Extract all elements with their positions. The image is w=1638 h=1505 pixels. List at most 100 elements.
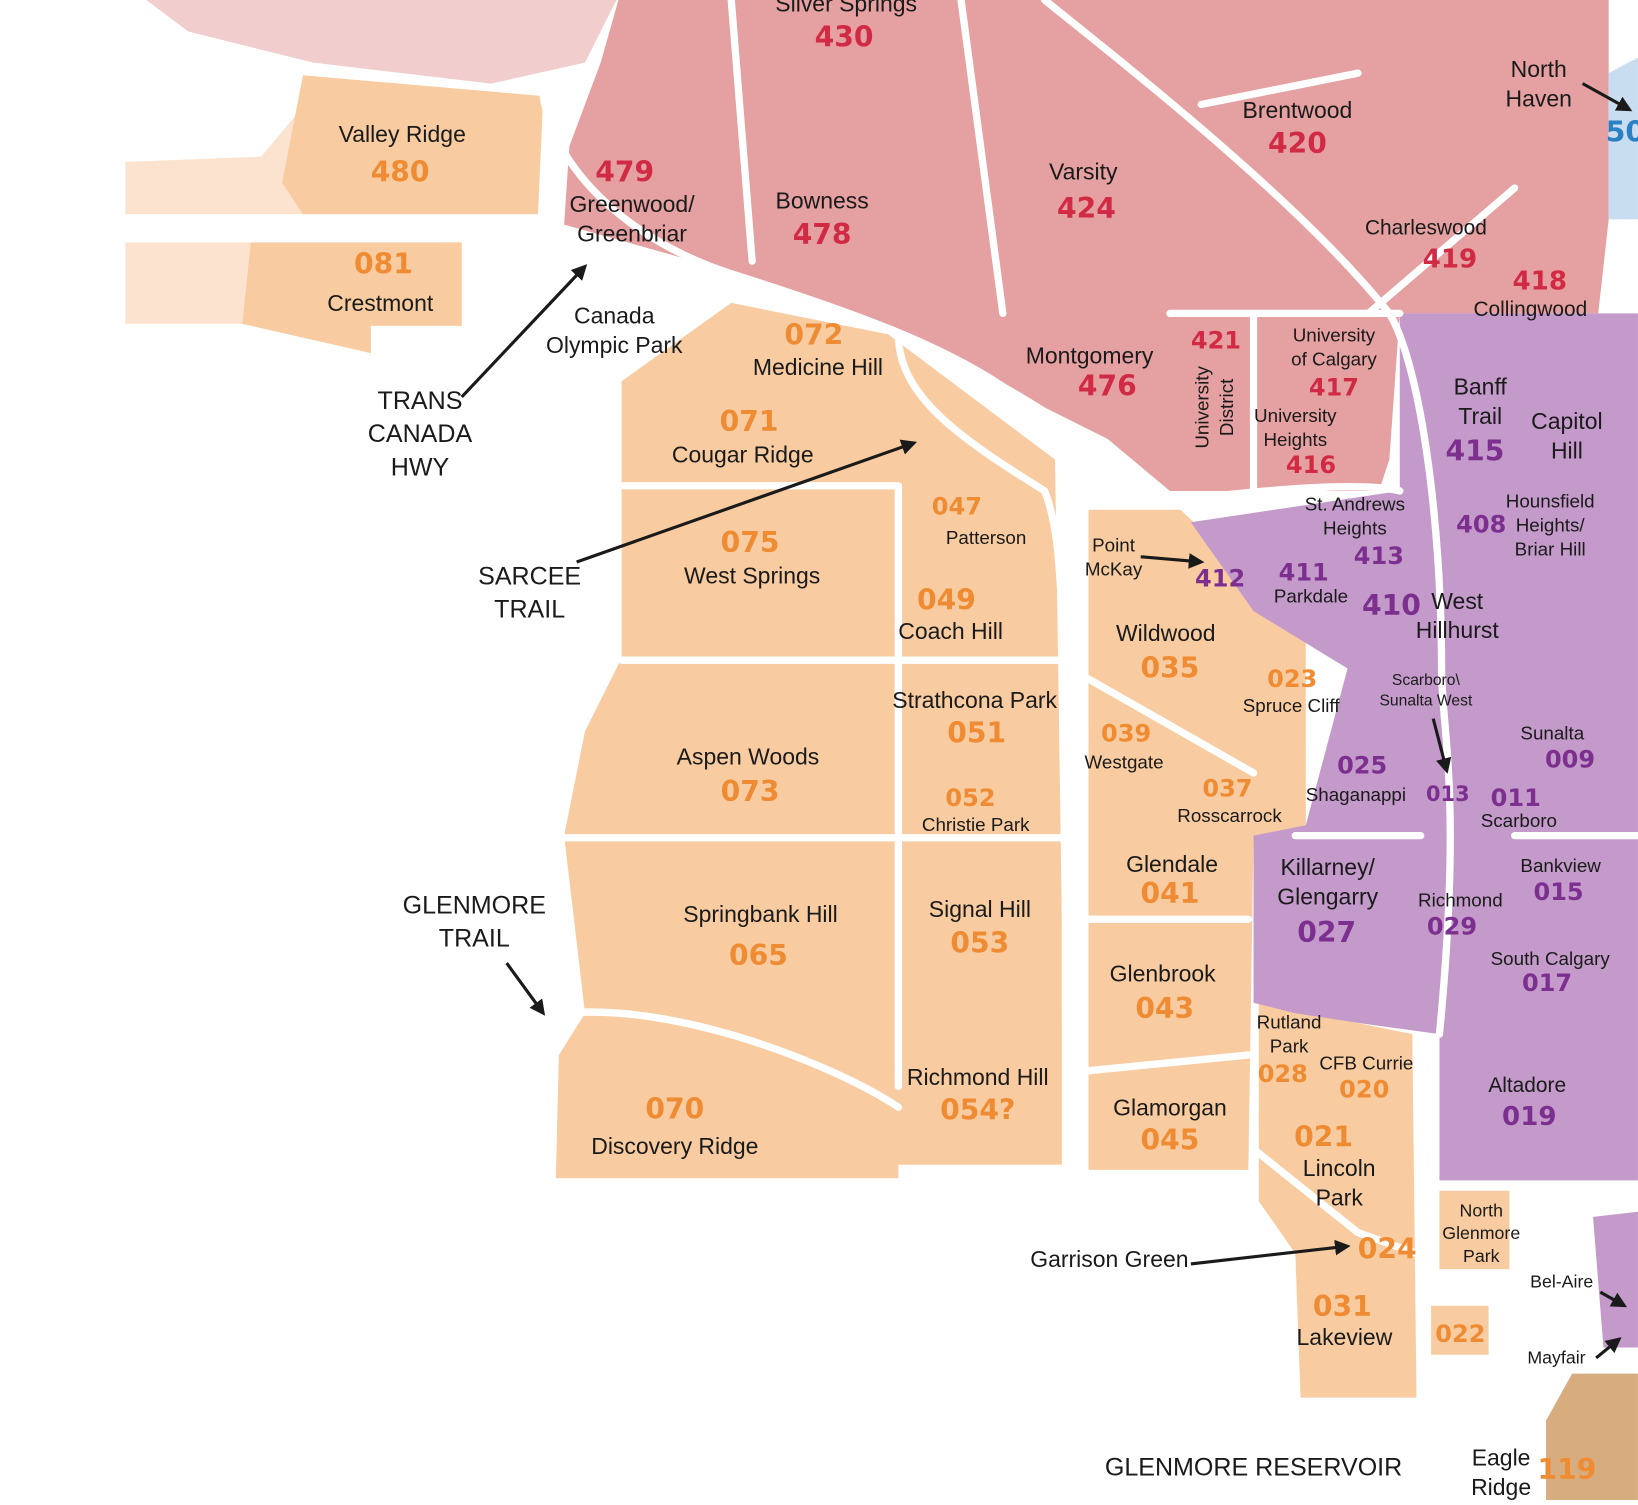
community-name: South Calgary: [1491, 948, 1611, 969]
arrow: [1581, 82, 1633, 112]
arrow: [1140, 553, 1205, 569]
community-code: 415: [1446, 434, 1505, 467]
community-name: Spruce Cliff: [1243, 695, 1341, 716]
community-name: Park: [1270, 1036, 1309, 1057]
community-code: 070: [645, 1092, 704, 1125]
community-code: 416: [1286, 451, 1336, 479]
community-name: Glenbrook: [1110, 961, 1216, 987]
community-code: 029: [1427, 913, 1477, 941]
community-code: 075: [721, 526, 780, 559]
road-label: HWY: [391, 454, 450, 482]
community-name: Collingwood: [1473, 298, 1587, 321]
community-name: Lakeview: [1297, 1324, 1393, 1350]
community-name: Killarney/: [1280, 854, 1375, 880]
community-code: 021: [1294, 1121, 1353, 1154]
community-code: 013: [1426, 782, 1470, 806]
community-code: 119: [1537, 1453, 1596, 1486]
labels: Silver Springs 430 Valley Ridge 480 Greenwoo…: [327, 0, 1638, 1500]
zone-orange: [1431, 1305, 1489, 1355]
zone-orange: [282, 75, 544, 215]
community-name: Crestmont: [327, 290, 434, 316]
community-name: Heights: [1323, 518, 1387, 539]
community-name: Greenwood/: [569, 191, 695, 217]
community-name: West Springs: [684, 563, 820, 589]
borders: [539, 0, 1638, 1258]
community-name: Mayfair: [1527, 1348, 1585, 1368]
zone-light-orange: [125, 242, 251, 324]
community-code: 031: [1313, 1290, 1372, 1323]
community-name: University: [1191, 366, 1212, 449]
community-name: University: [1254, 405, 1337, 426]
community-name: Rutland: [1257, 1012, 1322, 1033]
community-name: Coach Hill: [898, 618, 1003, 644]
community-name: Montgomery: [1026, 342, 1154, 368]
community-name: Scarboro\: [1392, 672, 1461, 689]
community-name: Eagle: [1472, 1444, 1531, 1470]
community-code: 417: [1309, 374, 1359, 402]
community-name: CFB Currie: [1319, 1052, 1413, 1073]
community-name: North: [1460, 1200, 1503, 1220]
arrow: [576, 439, 918, 564]
community-name: Bowness: [776, 188, 869, 214]
community-code: 017: [1522, 969, 1572, 997]
community-name: Richmond Hill: [907, 1064, 1049, 1090]
community-name: Olympic Park: [546, 332, 683, 358]
community-name: Heights/: [1516, 514, 1586, 535]
community-name: Glengarry: [1277, 884, 1378, 910]
community-code: 009: [1545, 745, 1595, 773]
community-code: 053: [950, 926, 1009, 959]
community-name: Wildwood: [1116, 620, 1216, 646]
road-label: TRANS: [378, 387, 463, 415]
community-code: 50: [1606, 116, 1638, 149]
community-code: 023: [1267, 665, 1317, 693]
community-name: Bankview: [1520, 855, 1601, 876]
community-code: 408: [1456, 510, 1506, 538]
community-code: 072: [784, 318, 843, 351]
community-code: 081: [354, 247, 413, 280]
community-code: 411: [1279, 558, 1329, 586]
community-name: Valley Ridge: [339, 121, 466, 147]
community-name: Cougar Ridge: [672, 442, 814, 468]
community-name: Aspen Woods: [677, 743, 820, 769]
community-code: 039: [1101, 719, 1151, 747]
community-code: 020: [1339, 1076, 1389, 1104]
arrow: [1190, 1239, 1351, 1266]
community-code: 025: [1337, 752, 1387, 780]
community-code: 035: [1141, 652, 1200, 685]
community-name: Ridge: [1471, 1474, 1531, 1500]
road-label: TRAIL: [494, 596, 565, 624]
community-name: Haven: [1506, 86, 1572, 112]
community-code: 065: [729, 939, 788, 972]
community-code: 430: [815, 21, 874, 54]
community-code: 418: [1512, 267, 1567, 297]
arrow: [1595, 1337, 1622, 1360]
road: [560, 1008, 903, 1111]
community-name: Glamorgan: [1113, 1094, 1227, 1120]
community-code: 071: [720, 405, 779, 438]
community-code: 054?: [940, 1093, 1015, 1126]
community-name: Rosscarrock: [1177, 805, 1282, 826]
community-code: 421: [1191, 327, 1241, 355]
community-name: Silver Springs: [775, 0, 917, 16]
community-name: Greenbriar: [577, 220, 687, 246]
community-name: Hounsfield: [1506, 490, 1595, 511]
community-code: 022: [1435, 1320, 1485, 1348]
community-name: Medicine Hill: [753, 354, 883, 380]
community-code: 420: [1268, 127, 1327, 160]
community-name: Westgate: [1084, 752, 1163, 773]
community-code: 015: [1533, 878, 1583, 906]
community-name: St. Andrews: [1305, 494, 1405, 515]
community-name: Christie Park: [922, 814, 1030, 835]
community-name: Patterson: [946, 527, 1026, 548]
community-name: Parkdale: [1274, 585, 1348, 606]
community-name: Point: [1092, 534, 1136, 555]
zone-orange: [242, 242, 462, 354]
zone-tan: [1546, 1373, 1638, 1500]
community-code: 045: [1141, 1124, 1200, 1157]
road-label: CANADA: [368, 420, 473, 448]
community-name: University: [1293, 324, 1376, 345]
community-name: Varsity: [1049, 158, 1118, 184]
community-code: 419: [1423, 245, 1478, 275]
community-code: 479: [595, 155, 654, 188]
